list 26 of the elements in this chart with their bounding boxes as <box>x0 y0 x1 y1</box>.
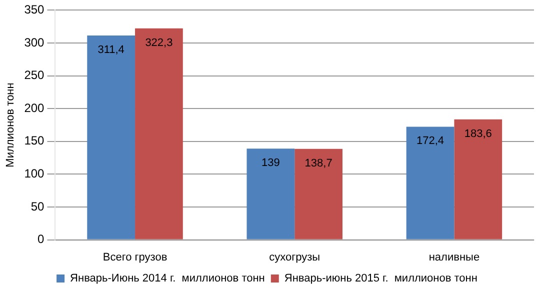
y-tick-label: 300 <box>24 35 45 50</box>
y-tick-label: 250 <box>24 68 45 82</box>
data-label: 172,4 <box>416 135 444 148</box>
y-tick-label: 0 <box>38 232 45 246</box>
data-label: 183,6 <box>464 128 492 140</box>
legend-label: Январь-июнь 2015 г. миллионов тонн <box>284 272 478 285</box>
bar <box>454 119 502 240</box>
legend-label: Январь-Июнь 2014 г. миллионов тонн <box>70 272 265 285</box>
y-axis-title: Миллионов тонн <box>4 82 17 168</box>
y-tick-label: 100 <box>24 166 45 181</box>
x-tick-label: Всего грузов <box>102 251 168 264</box>
x-tick-label: наливные <box>428 251 480 264</box>
data-label: 138,7 <box>304 157 332 170</box>
y-tick-label: 350 <box>24 2 45 17</box>
bar <box>135 28 183 240</box>
y-tick-label: 150 <box>24 134 45 148</box>
data-label: 311,4 <box>98 44 124 56</box>
y-tick-label: 50 <box>30 199 45 214</box>
bar <box>246 148 295 240</box>
bar <box>294 148 342 240</box>
data-label: 322,3 <box>145 36 173 49</box>
x-tick-label: сухогрузы <box>269 251 320 264</box>
bar <box>406 126 454 240</box>
data-label: 139 <box>261 157 280 170</box>
y-tick-label: 200 <box>24 100 45 115</box>
bar <box>87 36 136 240</box>
